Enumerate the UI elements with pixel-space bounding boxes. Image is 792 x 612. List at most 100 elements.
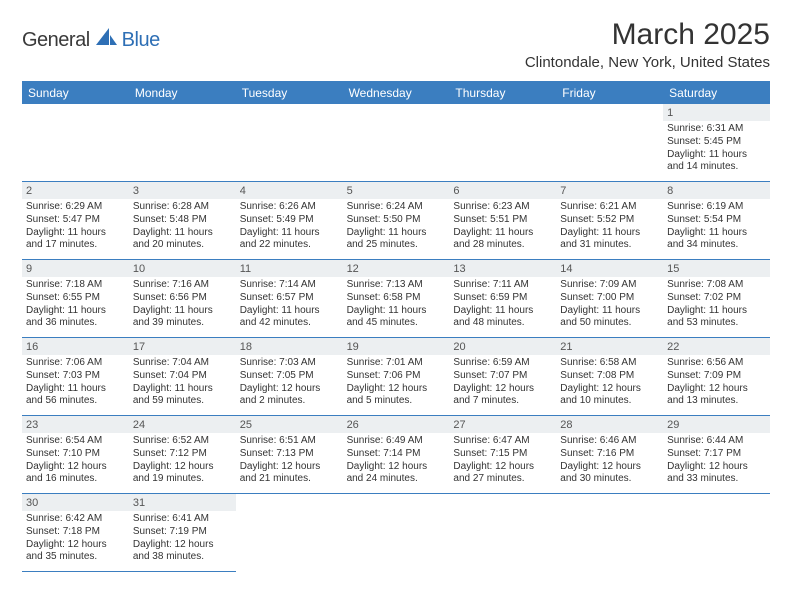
sunset-line: Sunset: 7:04 PM: [133, 370, 232, 383]
calendar-cell: 12Sunrise: 7:13 AMSunset: 6:58 PMDayligh…: [343, 260, 450, 338]
daylight-line: Daylight: 12 hours and 13 minutes.: [667, 383, 766, 409]
daylight-line: Daylight: 11 hours and 39 minutes.: [133, 305, 232, 331]
sunrise-line: Sunrise: 6:21 AM: [560, 201, 659, 214]
calendar-cell: 27Sunrise: 6:47 AMSunset: 7:15 PMDayligh…: [449, 416, 556, 494]
daylight-line: Daylight: 11 hours and 48 minutes.: [453, 305, 552, 331]
daylight-line: Daylight: 11 hours and 53 minutes.: [667, 305, 766, 331]
daylight-line: Daylight: 11 hours and 42 minutes.: [240, 305, 339, 331]
calendar-cell: 22Sunrise: 6:56 AMSunset: 7:09 PMDayligh…: [663, 338, 770, 416]
daylight-line: Daylight: 12 hours and 16 minutes.: [26, 461, 125, 487]
day-number: 19: [343, 338, 450, 355]
sunrise-line: Sunrise: 6:56 AM: [667, 357, 766, 370]
day-number: 7: [556, 182, 663, 199]
sunset-line: Sunset: 6:57 PM: [240, 292, 339, 305]
sunset-line: Sunset: 5:51 PM: [453, 214, 552, 227]
calendar-cell: 11Sunrise: 7:14 AMSunset: 6:57 PMDayligh…: [236, 260, 343, 338]
calendar-cell: 20Sunrise: 6:59 AMSunset: 7:07 PMDayligh…: [449, 338, 556, 416]
month-title: March 2025: [525, 18, 770, 52]
day-number: 21: [556, 338, 663, 355]
sunrise-line: Sunrise: 7:16 AM: [133, 279, 232, 292]
calendar-cell: 19Sunrise: 7:01 AMSunset: 7:06 PMDayligh…: [343, 338, 450, 416]
sunrise-line: Sunrise: 6:51 AM: [240, 435, 339, 448]
day-number: 29: [663, 416, 770, 433]
day-number: 6: [449, 182, 556, 199]
sunset-line: Sunset: 5:49 PM: [240, 214, 339, 227]
sunrise-line: Sunrise: 7:13 AM: [347, 279, 446, 292]
sunset-line: Sunset: 7:06 PM: [347, 370, 446, 383]
daylight-line: Daylight: 11 hours and 22 minutes.: [240, 227, 339, 253]
day-number: 28: [556, 416, 663, 433]
calendar-cell: 24Sunrise: 6:52 AMSunset: 7:12 PMDayligh…: [129, 416, 236, 494]
day-number: 12: [343, 260, 450, 277]
calendar-cell: 1Sunrise: 6:31 AMSunset: 5:45 PMDaylight…: [663, 104, 770, 182]
day-number: 10: [129, 260, 236, 277]
daylight-line: Daylight: 12 hours and 10 minutes.: [560, 383, 659, 409]
day-number: 1: [663, 104, 770, 121]
day-number: 30: [22, 494, 129, 511]
sunset-line: Sunset: 7:09 PM: [667, 370, 766, 383]
sunrise-line: Sunrise: 7:18 AM: [26, 279, 125, 292]
calendar-cell: 18Sunrise: 7:03 AMSunset: 7:05 PMDayligh…: [236, 338, 343, 416]
header: General Blue March 2025 Clintondale, New…: [22, 18, 770, 75]
sunrise-line: Sunrise: 6:49 AM: [347, 435, 446, 448]
sunset-line: Sunset: 5:48 PM: [133, 214, 232, 227]
sunset-line: Sunset: 7:19 PM: [133, 526, 232, 539]
sunrise-line: Sunrise: 6:26 AM: [240, 201, 339, 214]
dayname-thursday: Thursday: [449, 82, 556, 104]
sunrise-line: Sunrise: 6:52 AM: [133, 435, 232, 448]
day-number: 18: [236, 338, 343, 355]
calendar-cell: 16Sunrise: 7:06 AMSunset: 7:03 PMDayligh…: [22, 338, 129, 416]
daylight-line: Daylight: 12 hours and 30 minutes.: [560, 461, 659, 487]
sunset-line: Sunset: 6:55 PM: [26, 292, 125, 305]
calendar-cell: 7Sunrise: 6:21 AMSunset: 5:52 PMDaylight…: [556, 182, 663, 260]
daylight-line: Daylight: 12 hours and 27 minutes.: [453, 461, 552, 487]
logo-text-blue: Blue: [122, 29, 160, 52]
day-number: 15: [663, 260, 770, 277]
sunset-line: Sunset: 5:54 PM: [667, 214, 766, 227]
sunset-line: Sunset: 5:50 PM: [347, 214, 446, 227]
sunset-line: Sunset: 7:02 PM: [667, 292, 766, 305]
calendar-cell-blank: [236, 104, 343, 182]
calendar-body: 1Sunrise: 6:31 AMSunset: 5:45 PMDaylight…: [22, 104, 770, 572]
sunrise-line: Sunrise: 7:14 AM: [240, 279, 339, 292]
day-number: 8: [663, 182, 770, 199]
day-number: 9: [22, 260, 129, 277]
sunset-line: Sunset: 7:17 PM: [667, 448, 766, 461]
sunset-line: Sunset: 7:07 PM: [453, 370, 552, 383]
sunrise-line: Sunrise: 6:19 AM: [667, 201, 766, 214]
calendar-cell: 13Sunrise: 7:11 AMSunset: 6:59 PMDayligh…: [449, 260, 556, 338]
day-number: 20: [449, 338, 556, 355]
daylight-line: Daylight: 11 hours and 56 minutes.: [26, 383, 125, 409]
daylight-line: Daylight: 11 hours and 28 minutes.: [453, 227, 552, 253]
daylight-line: Daylight: 11 hours and 20 minutes.: [133, 227, 232, 253]
calendar-cell: 14Sunrise: 7:09 AMSunset: 7:00 PMDayligh…: [556, 260, 663, 338]
day-number: 13: [449, 260, 556, 277]
title-block: March 2025 Clintondale, New York, United…: [525, 18, 770, 75]
daylight-line: Daylight: 11 hours and 17 minutes.: [26, 227, 125, 253]
daylight-line: Daylight: 11 hours and 34 minutes.: [667, 227, 766, 253]
day-number: 3: [129, 182, 236, 199]
calendar-cell: 15Sunrise: 7:08 AMSunset: 7:02 PMDayligh…: [663, 260, 770, 338]
calendar-cell-blank: [449, 104, 556, 182]
day-number: 25: [236, 416, 343, 433]
sunset-line: Sunset: 6:59 PM: [453, 292, 552, 305]
daylight-line: Daylight: 11 hours and 45 minutes.: [347, 305, 446, 331]
calendar-cell: 4 Sunrise: 6:26 AMSunset: 5:49 PMDaylight…: [236, 182, 343, 260]
calendar-cell-blank: [22, 104, 129, 182]
location-text: Clintondale, New York, United States: [525, 54, 770, 71]
calendar-cell: 2Sunrise: 6:29 AMSunset: 5:47 PMDaylight…: [22, 182, 129, 260]
calendar-header-row: Sunday Monday Tuesday Wednesday Thursday…: [22, 82, 770, 104]
sunrise-line: Sunrise: 6:46 AM: [560, 435, 659, 448]
dayname-tuesday: Tuesday: [236, 82, 343, 104]
calendar-cell: 30Sunrise: 6:42 AMSunset: 7:18 PMDayligh…: [22, 494, 129, 572]
day-number: 4: [236, 182, 343, 199]
day-number: 2: [22, 182, 129, 199]
calendar-cell-blank: [343, 104, 450, 182]
calendar-cell: 29Sunrise: 6:44 AMSunset: 7:17 PMDayligh…: [663, 416, 770, 494]
day-number: 31: [129, 494, 236, 511]
sunrise-line: Sunrise: 6:58 AM: [560, 357, 659, 370]
sunset-line: Sunset: 7:08 PM: [560, 370, 659, 383]
day-number: 23: [22, 416, 129, 433]
day-number: 24: [129, 416, 236, 433]
calendar-cell: 10Sunrise: 7:16 AMSunset: 6:56 PMDayligh…: [129, 260, 236, 338]
